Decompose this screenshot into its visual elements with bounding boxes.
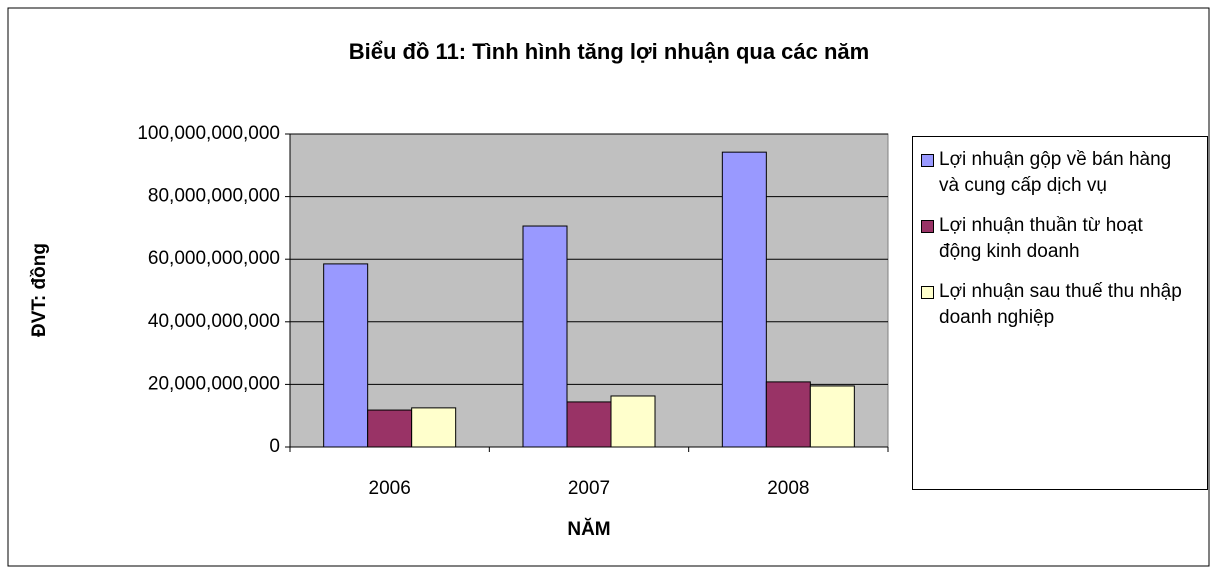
legend-swatch [921, 220, 934, 233]
chart-title: Biểu đồ 11: Tình hình tăng lợi nhuận qua… [349, 39, 869, 64]
legend-entry: Lợi nhuận sau thuế thu nhập doanh nghiệp [921, 279, 1201, 331]
legend: Lợi nhuận gộp về bán hàng và cung cấp dị… [912, 136, 1208, 490]
y-tick-label: 60,000,000,000 [148, 248, 280, 269]
bar [411, 407, 457, 448]
y-tick-label: 40,000,000,000 [148, 311, 280, 332]
bar [566, 401, 612, 448]
y-tick-label: 80,000,000,000 [148, 186, 280, 207]
bar [323, 263, 369, 448]
y-tick-label: 100,000,000,000 [137, 123, 280, 144]
bar [522, 225, 568, 448]
legend-swatch [921, 154, 934, 167]
legend-entry: Lợi nhuận thuần từ hoạt động kinh doanh [921, 213, 1201, 265]
y-axis-label: ĐVT: đồng [29, 243, 50, 337]
bar [610, 395, 656, 448]
x-tick-label: 2006 [369, 478, 411, 499]
x-axis-label: NĂM [567, 518, 610, 540]
legend-label: Lợi nhuận thuần từ hoạt động kinh doanh [939, 215, 1143, 262]
bar [809, 385, 855, 448]
legend-label: Lợi nhuận sau thuế thu nhập doanh nghiệp [939, 281, 1182, 328]
bar [765, 381, 811, 448]
legend-swatch [921, 286, 934, 299]
y-tick-label: 20,000,000,000 [148, 373, 280, 394]
bar [367, 409, 413, 448]
legend-entry: Lợi nhuận gộp về bán hàng và cung cấp dị… [921, 147, 1201, 199]
legend-label: Lợi nhuận gộp về bán hàng và cung cấp dị… [939, 149, 1172, 196]
y-tick-label: 0 [269, 436, 280, 457]
x-tick-label: 2008 [767, 478, 809, 499]
bar [721, 151, 767, 448]
x-tick-label: 2007 [568, 478, 610, 499]
